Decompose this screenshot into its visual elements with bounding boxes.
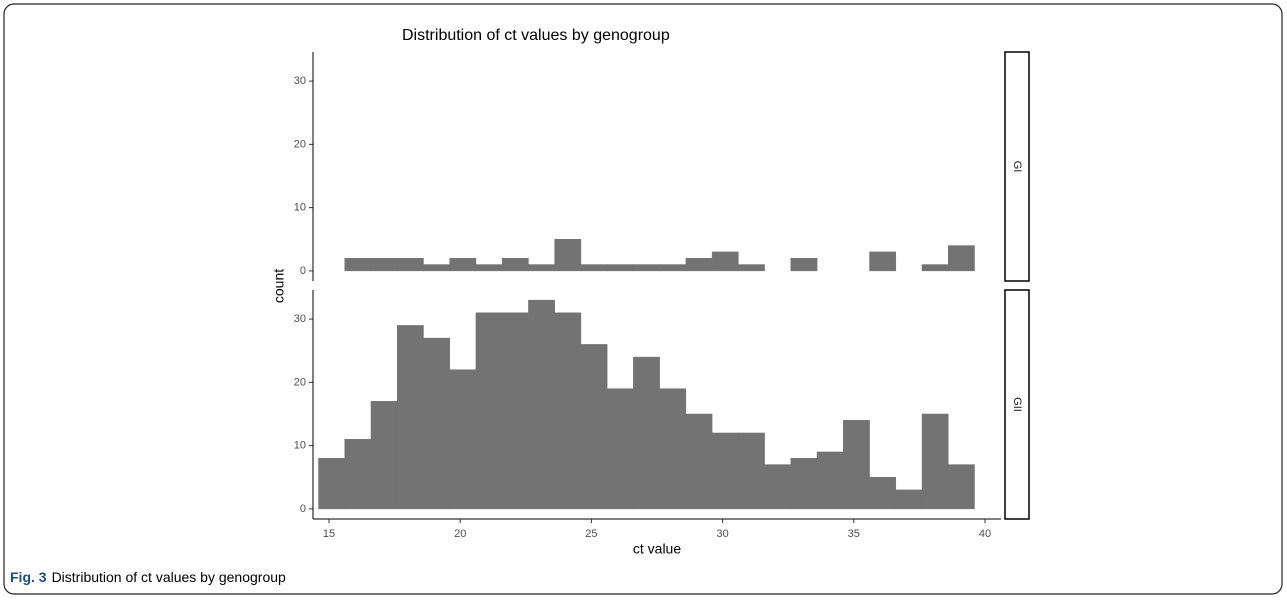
y-tick-label: 20 [294,376,306,388]
bar [816,451,844,510]
y-axis-label: count [271,269,287,303]
y-tick-label: 0 [300,265,306,277]
bar [790,257,818,272]
bar [396,257,424,272]
y-tick-label: 30 [294,75,306,87]
bar [501,257,529,272]
bar [790,458,818,510]
bar [344,257,372,272]
bar [738,432,765,510]
x-tick-label: 25 [585,528,597,540]
bar [449,369,477,510]
x-axis-label: ct value [633,541,681,557]
bar [948,464,975,510]
strip-label: GII [1011,397,1023,412]
bar [685,413,713,510]
bar [554,238,582,272]
bar [528,264,555,272]
bar [449,257,477,272]
y-tick-label: 10 [294,440,306,452]
bar [318,458,345,510]
x-tick-label: 30 [716,528,728,540]
bar [659,264,687,272]
y-tick-label: 0 [300,503,306,515]
strip [1004,289,1030,520]
bar [475,264,503,272]
bar [606,264,634,272]
bar [580,264,608,272]
strip-label: GI [1011,161,1023,173]
bar [869,476,897,510]
bar [948,245,975,272]
caption: Fig. 3 Distribution of ct values by genog… [10,569,286,585]
bar [475,312,503,510]
bar [423,337,450,510]
strip [1004,51,1030,282]
chart-title: Distribution of ct values by genogroup [402,27,670,44]
x-tick-label: 35 [848,528,860,540]
x-tick-label: 20 [454,528,466,540]
bar [370,257,398,272]
bar [528,299,555,510]
bar [869,251,897,272]
bar [711,251,739,272]
y-tick-label: 30 [294,313,306,325]
bar [370,401,398,510]
x-tick-label: 40 [979,528,991,540]
bar [344,439,372,510]
bar [711,432,739,510]
bar [606,388,634,510]
bar [633,356,660,510]
caption-label: Fig. 3 [10,569,47,585]
bar [396,325,424,510]
bar [554,312,582,510]
bar [921,264,949,272]
y-tick-label: 10 [294,202,306,214]
bar [423,264,450,272]
bar [685,257,713,272]
bar [738,264,765,272]
x-tick-label: 15 [323,528,335,540]
bar [633,264,660,272]
frame [3,3,1283,595]
y-tick-label: 20 [294,138,306,150]
bar [659,388,687,510]
bar [501,312,529,510]
bar [843,420,870,510]
bar [921,413,949,510]
bar [764,464,792,510]
caption-text: Distribution of ct values by genogroup [52,569,286,585]
bar [895,489,923,510]
bar [580,344,608,510]
